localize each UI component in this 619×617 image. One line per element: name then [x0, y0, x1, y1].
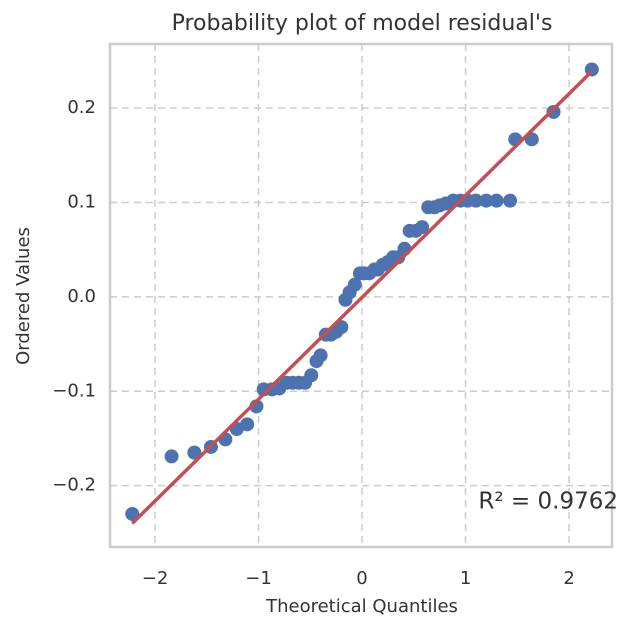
- fit-line: [131, 70, 594, 525]
- y-tick-label: 0.0: [67, 286, 96, 307]
- annotation: R² = 0.9762: [478, 489, 618, 515]
- point: [187, 445, 202, 460]
- point: [415, 220, 430, 235]
- point: [347, 277, 362, 292]
- point: [240, 417, 255, 432]
- point: [304, 368, 319, 383]
- point: [479, 193, 494, 208]
- y-tick-label: 0.1: [67, 192, 96, 213]
- point: [313, 348, 328, 363]
- y-tick-label: 0.2: [67, 97, 96, 118]
- point: [546, 104, 561, 119]
- point: [468, 193, 483, 208]
- x-tick-label: 1: [460, 568, 471, 589]
- x-tick-label: −2: [142, 568, 169, 589]
- x-axis-label: Theoretical Quantiles: [265, 596, 458, 617]
- point: [489, 193, 504, 208]
- x-tick-label: −1: [245, 568, 272, 589]
- y-axis-label: Ordered Values: [13, 227, 34, 365]
- x-tick-label: 0: [356, 568, 367, 589]
- chart-title: Probability plot of model residual's: [172, 11, 553, 36]
- y-tick-label: −0.1: [52, 380, 96, 401]
- point: [125, 506, 140, 521]
- point: [503, 193, 518, 208]
- y-tick-label: −0.2: [52, 475, 96, 496]
- x-tick-label: 2: [563, 568, 574, 589]
- point: [164, 449, 179, 464]
